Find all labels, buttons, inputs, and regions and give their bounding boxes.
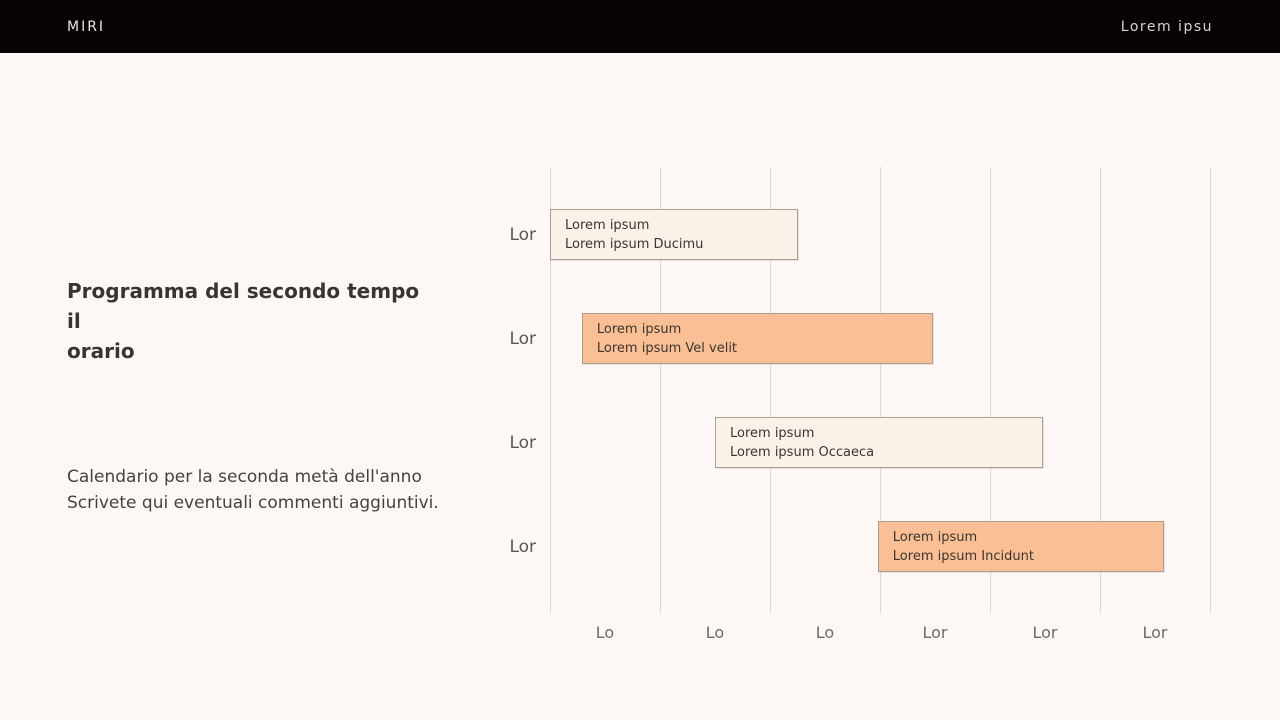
gantt-bar-label: Lorem ipsum — [596, 321, 682, 337]
row-label: Lor — [509, 224, 536, 245]
x-tick-label: Lor — [922, 623, 948, 642]
gantt-bar[interactable]: Lorem ipsum Lorem ipsum Incidunt — [877, 521, 1164, 572]
app-title: MIRI — [67, 18, 106, 35]
top-bar: MIRI Lorem ipsu — [0, 0, 1280, 53]
x-tick-label: Lor — [1142, 623, 1168, 642]
gantt-bar-label: Lorem ipsum Occaeca — [730, 444, 875, 460]
x-tick-label: Lo — [815, 623, 835, 642]
topbar-menu-item[interactable]: Lorem ipsu — [1120, 18, 1213, 35]
row-label: Lor — [509, 536, 536, 557]
gantt-bar[interactable]: Lorem ipsum Lorem ipsum Occaeca — [715, 417, 1043, 468]
gantt-bar[interactable]: Lorem ipsum Lorem ipsum Ducimu — [550, 209, 798, 260]
gantt-bar-label: Lorem ipsum — [565, 217, 650, 233]
gridline — [880, 167, 881, 613]
gantt-bar-label: Lorem ipsum Incidunt — [892, 548, 1034, 564]
gantt-bar-label: Lorem ipsum — [892, 529, 978, 545]
slide-title: Programma del secondo tempo il orario — [67, 276, 467, 366]
slide-title-line-1: Programma del secondo tempo — [67, 279, 420, 303]
slide-description-line-2: Scrivete qui eventuali commenti aggiunti… — [67, 493, 439, 513]
x-tick-label: Lo — [595, 623, 615, 642]
row-label: Lor — [509, 328, 536, 349]
gantt-bar-label: Lorem ipsum Ducimu — [565, 236, 704, 252]
gantt-chart: Lor Lor Lor Lor Lo Lo Lo Lor Lor Lor Lorem ipsum Lo… — [509, 167, 1211, 642]
gantt-bar-label: Lorem ipsum Vel velit — [596, 340, 738, 356]
gridline — [660, 167, 661, 613]
x-tick-label: Lor — [1032, 623, 1058, 642]
gridline — [1100, 167, 1101, 613]
gridline — [550, 167, 551, 613]
row-label: Lor — [509, 432, 536, 453]
gantt-bar[interactable]: Lorem ipsum Lorem ipsum Vel velit — [581, 313, 933, 364]
gantt-bar-label: Lorem ipsum — [730, 425, 815, 441]
slide-title-line-2: il — [67, 309, 81, 333]
x-tick-label: Lo — [705, 623, 725, 642]
gridline — [990, 167, 991, 613]
slide-description-line-1: Calendario per la seconda metà dell'anno — [67, 467, 422, 487]
gridline — [1210, 167, 1211, 613]
slide-title-line-3: orario — [67, 339, 135, 363]
gridline — [770, 167, 771, 613]
slide-description: Calendario per la seconda metà dell'anno… — [67, 464, 487, 516]
